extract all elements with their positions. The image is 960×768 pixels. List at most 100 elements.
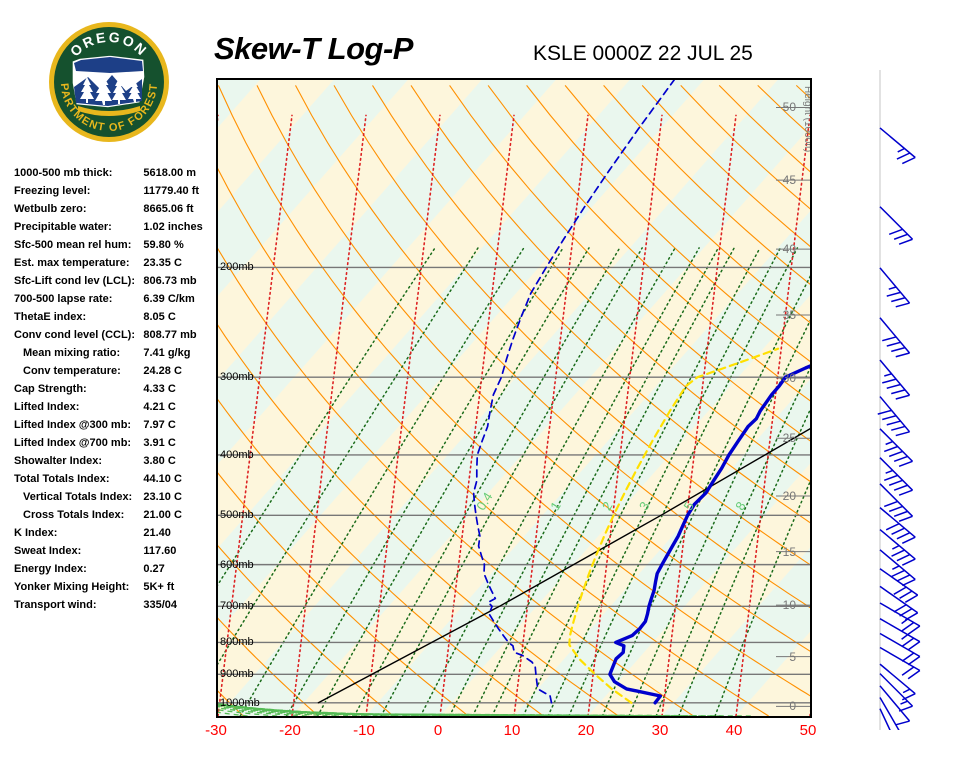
height-label-15: 15 — [782, 544, 796, 559]
height-label-30: 30 — [782, 370, 796, 385]
parameter-value: 23.10 C — [143, 491, 182, 503]
height-label-35: 35 — [782, 308, 796, 322]
parameter-row: K Index: 21.40 — [14, 528, 204, 546]
wind-barb — [879, 632, 921, 666]
wind-barb — [879, 697, 900, 730]
pressure-label-800: 800mb — [220, 636, 254, 649]
parameter-value: 8665.06 ft — [143, 203, 194, 215]
parameter-label: Sfc-Lift cond lev (LCL): — [14, 275, 135, 287]
parameter-value: 8.05 C — [143, 311, 176, 323]
temp-tick--20: -20 — [279, 722, 301, 739]
wind-barb — [879, 457, 914, 496]
height-label-10: 10 — [782, 598, 796, 613]
wind-barb — [879, 483, 914, 522]
parameter-row: Precipitable water: 1.02 inches — [14, 222, 204, 240]
parameter-label: Conv temperature: — [23, 365, 121, 377]
parameter-value: 7.97 C — [143, 419, 176, 431]
parameter-row: Total Totals Index: 44.10 C — [14, 474, 204, 492]
parameter-label: Energy Index: — [14, 563, 87, 575]
wetbulb-zero-line — [317, 428, 810, 704]
mixing-ratio-lines — [218, 247, 810, 716]
parameter-label: Transport wind: — [14, 599, 97, 611]
parameter-row: Vertical Totals Index: 23.10 C — [14, 492, 204, 510]
skewt-chart: 0.4 1 2 3 5 8 Height (1000ft) 1000mb 900mb 800m… — [216, 78, 812, 718]
parameter-row: Transport wind: 335/04 — [14, 600, 204, 618]
temp-tick--10: -10 — [353, 722, 375, 739]
parameter-value: 3.91 C — [143, 437, 176, 449]
pressure-label-500: 500mb — [220, 509, 254, 522]
pressure-label-1000: 1000mb — [220, 696, 260, 709]
oregon-dept-forestry-logo: OREGON DEPARTMENT OF FORESTRY — [43, 12, 170, 143]
parameter-row: Yonker Mixing Height: 5K+ ft — [14, 582, 204, 600]
parameter-value: 7.41 g/kg — [143, 347, 191, 359]
pressure-label-200: 200mb — [220, 261, 254, 274]
background-bands — [218, 80, 810, 716]
isotherm-lines — [218, 114, 810, 716]
parameter-label: K Index: — [14, 527, 58, 539]
logo-svg: OREGON DEPARTMENT OF FORESTRY — [43, 12, 169, 142]
wind-barb — [879, 428, 914, 468]
temp-tick-20: 20 — [577, 722, 595, 739]
parameter-value: 21.40 — [143, 527, 171, 539]
wind-barb — [879, 317, 911, 358]
parameter-label: Lifted Index @300 mb: — [14, 419, 132, 431]
parameter-value: 0.27 — [143, 563, 165, 575]
pressure-label-300: 300mb — [220, 371, 254, 384]
parameter-row: Energy Index: 0.27 — [14, 564, 204, 582]
parameter-label: Cap Strength: — [14, 383, 87, 395]
parameter-label: Conv cond level (CCL): — [14, 329, 136, 341]
page-title: Skew-T Log-P — [214, 31, 413, 66]
pressure-label-900: 900mb — [220, 668, 254, 681]
parameter-label: Showalter Index: — [14, 455, 103, 467]
height-label-0: 0 — [789, 699, 796, 714]
parameter-value: 808.77 mb — [143, 329, 197, 341]
sounding-parameters-panel: 1000-500 mb thick: 5618.00 m Freezing leve… — [14, 168, 204, 618]
dewpoint-line — [472, 80, 675, 704]
wind-barb — [879, 359, 911, 400]
parameter-label: Freezing level: — [14, 185, 91, 197]
parameter-row: Sweat Index: 117.60 — [14, 546, 204, 564]
parameter-value: 4.21 C — [143, 401, 176, 413]
temp-tick-0: 0 — [433, 722, 443, 739]
height-label-40: 40 — [782, 242, 796, 257]
wind-barb — [879, 528, 916, 566]
wind-barb — [879, 206, 914, 245]
wind-barb — [877, 396, 911, 437]
parameter-label: Cross Totals Index: — [23, 509, 125, 521]
parameter-value: 3.80 C — [143, 455, 176, 467]
parcel-path-line — [568, 347, 780, 704]
parameter-label: 1000-500 mb thick: — [14, 167, 113, 179]
wind-barb — [879, 127, 916, 165]
parameter-value: 335/04 — [143, 599, 178, 611]
wind-barb — [879, 708, 891, 730]
parameter-value: 59.80 % — [143, 239, 184, 251]
parameter-row: ThetaE index: 8.05 C — [14, 312, 204, 330]
parameter-label: Mean mixing ratio: — [23, 347, 121, 359]
parameter-row: Sfc-500 mean rel hum: 59.80 % — [14, 240, 204, 258]
parameter-value: 806.73 mb — [143, 275, 197, 287]
temp-tick-40: 40 — [725, 722, 743, 739]
parameter-label: Est. max temperature: — [14, 257, 130, 269]
wind-barb — [879, 685, 911, 726]
station-datetime-label: KSLE 0000Z 22 JUL 25 — [533, 42, 753, 65]
parameter-label: Sweat Index: — [14, 545, 82, 557]
parameter-row: Cross Totals Index: 21.00 C — [14, 510, 204, 528]
parameter-value: 6.39 C/km — [143, 293, 195, 305]
height-label-50: 50 — [782, 100, 796, 115]
wind-barb — [879, 549, 916, 587]
moist-adiabat-lines — [218, 702, 751, 716]
temp-tick-50: 50 — [799, 722, 817, 739]
height-axis-caption: Height (1000ft) — [802, 86, 812, 153]
pressure-label-400: 400mb — [220, 448, 254, 461]
parameter-value: 5K+ ft — [143, 581, 175, 593]
parameter-value: 11779.40 ft — [143, 185, 200, 197]
height-label-20: 20 — [782, 489, 796, 504]
parameter-row: 1000-500 mb thick: 5618.00 m — [14, 168, 204, 186]
height-label-25: 25 — [782, 431, 796, 446]
wind-barb — [879, 618, 921, 651]
parameter-row: Lifted Index @300 mb: 7.97 C — [14, 420, 204, 438]
parameter-value: 24.28 C — [143, 365, 182, 377]
parameter-label: Lifted Index @700 mb: — [14, 437, 132, 449]
pressure-label-600: 600mb — [220, 558, 254, 571]
parameter-value: 21.00 C — [143, 509, 182, 521]
